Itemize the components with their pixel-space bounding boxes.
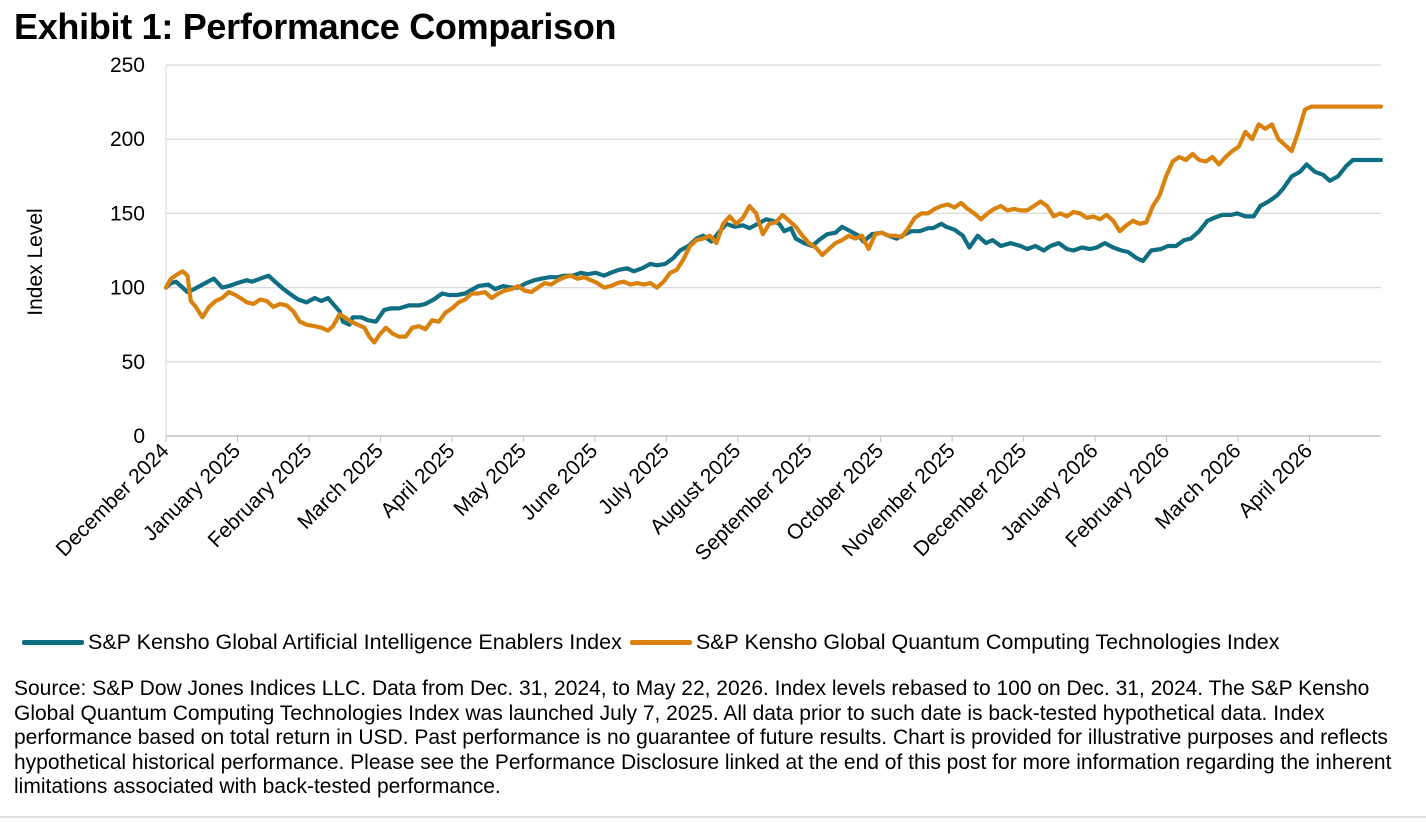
- series-lines: [163, 104, 1384, 345]
- x-tick-label: June 2025: [517, 439, 603, 525]
- y-axis-label: Index Level: [24, 208, 47, 315]
- x-tick-label: April 2026: [1234, 439, 1317, 522]
- gridlines: [165, 64, 1381, 437]
- y-tick-label: 150: [110, 202, 145, 225]
- source-note: Source: S&P Dow Jones Indices LLC. Data …: [14, 677, 1392, 798]
- series-line-0: [163, 157, 1384, 327]
- chart-title: Exhibit 1: Performance Comparison: [14, 6, 617, 47]
- legend-item-quantum-computing: S&P Kensho Global Quantum Computing Tech…: [629, 630, 1280, 655]
- y-axis-ticks: 0 50 100 150 200 250: [110, 54, 145, 448]
- y-tick-label: 200: [110, 128, 145, 151]
- y-tick-label: 50: [122, 351, 145, 374]
- legend-item-ai-enablers: S&P Kensho Global Artificial Intelligenc…: [22, 630, 622, 655]
- bottom-divider: [0, 816, 1426, 818]
- chart-legend: S&P Kensho Global Artificial Intelligenc…: [22, 630, 1288, 655]
- legend-swatch-ai-enablers: [22, 640, 84, 645]
- legend-swatch-quantum-computing: [629, 640, 692, 645]
- legend-label-ai-enablers: S&P Kensho Global Artificial Intelligenc…: [88, 630, 622, 654]
- x-tick-label: April 2025: [376, 439, 459, 522]
- legend-label-quantum-computing: S&P Kensho Global Quantum Computing Tech…: [695, 630, 1280, 654]
- series-line-1: [163, 104, 1384, 345]
- y-tick-label: 0: [133, 425, 145, 448]
- y-tick-label: 100: [110, 277, 145, 300]
- y-tick-label: 250: [110, 54, 145, 77]
